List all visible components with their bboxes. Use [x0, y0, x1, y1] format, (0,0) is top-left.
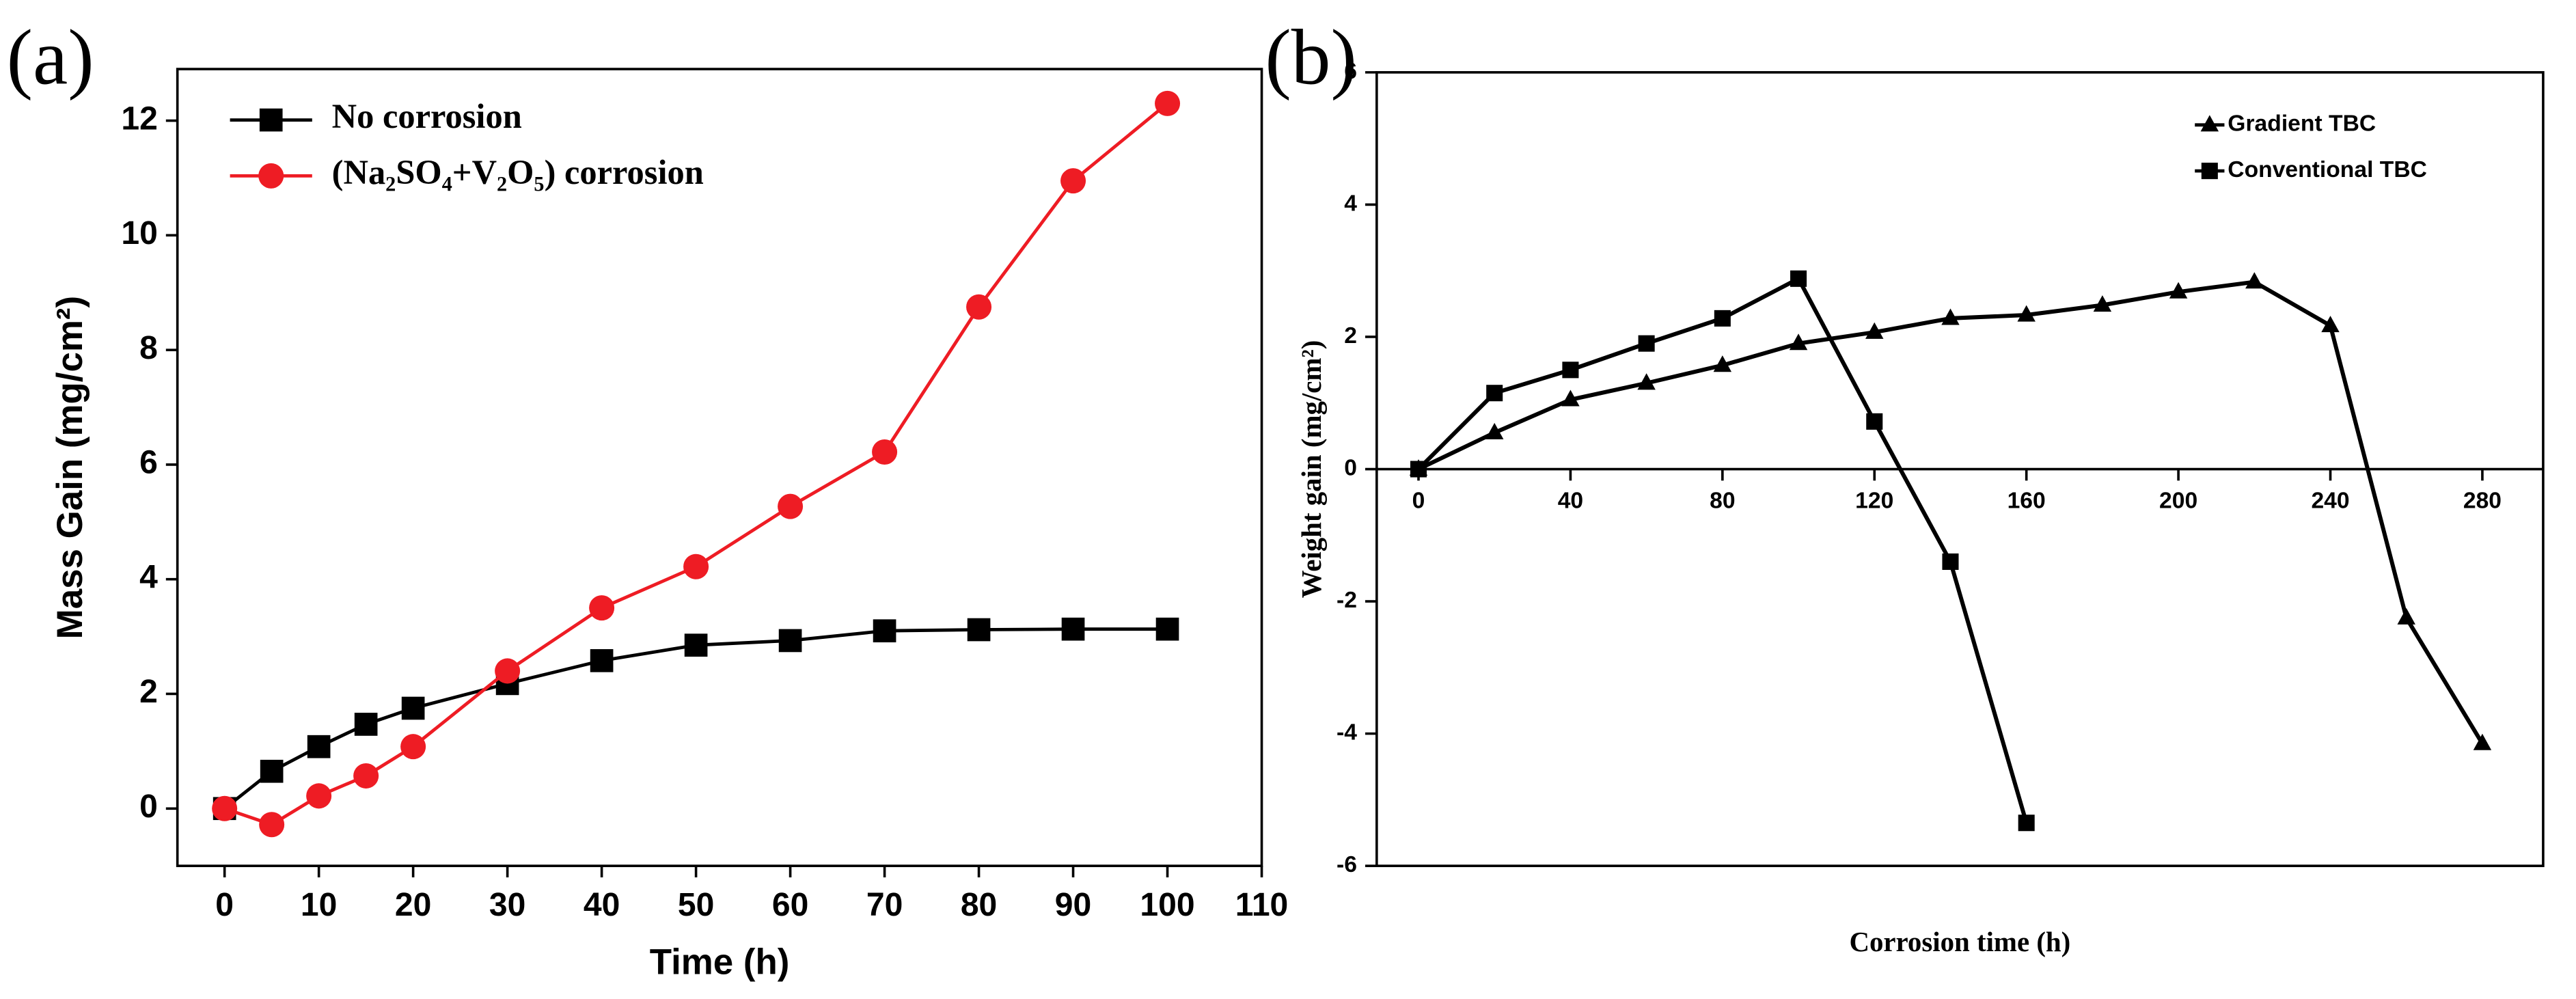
- marker: [966, 294, 992, 320]
- y-tick-label: 4: [1344, 191, 1357, 216]
- marker: [2397, 607, 2415, 625]
- legend-label: Gradient TBC: [2228, 111, 2376, 137]
- marker: [1942, 553, 1959, 571]
- y-tick-label: 12: [121, 100, 157, 137]
- marker: [1060, 168, 1086, 194]
- marker: [1638, 335, 1655, 352]
- marker: [1941, 308, 1960, 325]
- y-tick-label: -2: [1337, 588, 1357, 613]
- x-tick-label: 50: [678, 886, 714, 923]
- x-tick-label: 70: [866, 886, 903, 923]
- x-tick-label: 80: [1710, 488, 1735, 513]
- marker: [400, 734, 426, 760]
- y-tick-label: 0: [139, 788, 158, 825]
- x-tick-label: 60: [772, 886, 808, 923]
- y-tick-label: 8: [139, 329, 158, 366]
- marker: [2201, 163, 2218, 180]
- marker: [258, 163, 284, 189]
- marker: [2093, 295, 2112, 312]
- marker: [1714, 310, 1731, 327]
- marker: [2018, 815, 2035, 832]
- marker: [1865, 322, 1884, 339]
- y-axis-title: Weight gain (mg/cm²): [1296, 340, 1327, 599]
- marker: [778, 629, 802, 653]
- y-tick-label: -6: [1337, 852, 1357, 877]
- marker: [2245, 272, 2264, 289]
- marker: [1561, 389, 1580, 407]
- x-tick-label: 120: [1855, 488, 1893, 513]
- marker: [1155, 90, 1181, 116]
- marker: [354, 713, 378, 736]
- marker: [1790, 270, 1807, 287]
- x-tick-label: 280: [2463, 488, 2502, 513]
- marker: [2200, 115, 2219, 132]
- marker: [1637, 373, 1656, 390]
- x-tick-label: 160: [2008, 488, 2046, 513]
- marker: [872, 439, 898, 465]
- marker: [1866, 413, 1883, 430]
- marker: [683, 553, 709, 579]
- marker: [2473, 733, 2492, 750]
- marker: [1789, 333, 1808, 351]
- x-tick-label: 0: [1412, 488, 1425, 513]
- x-tick-label: 240: [2311, 488, 2349, 513]
- marker: [259, 812, 285, 838]
- x-tick-label: 10: [301, 886, 337, 923]
- x-tick-label: 40: [1558, 488, 1583, 513]
- marker: [2321, 316, 2340, 333]
- marker: [259, 108, 283, 132]
- legend-label: Conventional TBC: [2228, 157, 2427, 182]
- panel-label: (a): [7, 14, 94, 101]
- marker: [1155, 617, 1179, 641]
- marker: [873, 619, 896, 643]
- marker: [778, 493, 804, 519]
- marker: [495, 658, 521, 684]
- y-tick-label: 6: [139, 444, 158, 481]
- y-tick-label: 4: [139, 558, 158, 595]
- x-tick-label: 200: [2159, 488, 2197, 513]
- x-tick-label: 20: [395, 886, 431, 923]
- y-axis-title: Mass Gain (mg/cm²): [50, 296, 90, 639]
- marker: [212, 795, 238, 821]
- legend-label: (Na₂SO₄+V₂O₅) corrosion: [332, 153, 704, 191]
- y-tick-label: -4: [1337, 720, 1357, 745]
- marker: [1562, 361, 1579, 379]
- y-tick-label: 0: [1344, 455, 1357, 480]
- x-tick-label: 80: [961, 886, 997, 923]
- marker: [589, 595, 615, 621]
- x-tick-label: 90: [1055, 886, 1091, 923]
- x-tick-label: 40: [584, 886, 620, 923]
- y-tick-label: 2: [139, 673, 158, 710]
- marker: [2017, 305, 2036, 322]
- x-axis-title: Time (h): [650, 942, 790, 982]
- legend-label: No corrosion: [332, 97, 522, 135]
- marker: [353, 763, 379, 789]
- y-tick-label: 2: [1344, 323, 1357, 348]
- marker: [1061, 617, 1085, 641]
- marker: [1713, 355, 1732, 372]
- marker: [1485, 422, 1504, 439]
- x-axis-title: Corrosion time (h): [1849, 927, 2070, 957]
- marker: [1410, 461, 1427, 478]
- marker: [401, 696, 425, 720]
- marker: [2169, 282, 2188, 299]
- marker: [260, 759, 284, 783]
- marker: [1486, 385, 1503, 402]
- marker: [967, 618, 991, 642]
- panel-label: (b): [1265, 14, 1357, 101]
- marker: [590, 649, 614, 672]
- x-tick-label: 30: [489, 886, 525, 923]
- x-tick-label: 0: [215, 886, 234, 923]
- marker: [306, 783, 332, 809]
- y-tick-label: 6: [1344, 59, 1357, 84]
- y-tick-label: 10: [121, 215, 157, 251]
- x-tick-label: 110: [1235, 886, 1289, 923]
- marker: [684, 633, 708, 657]
- marker: [307, 735, 331, 758]
- x-tick-label: 100: [1140, 886, 1194, 923]
- plot-frame: [176, 68, 1263, 867]
